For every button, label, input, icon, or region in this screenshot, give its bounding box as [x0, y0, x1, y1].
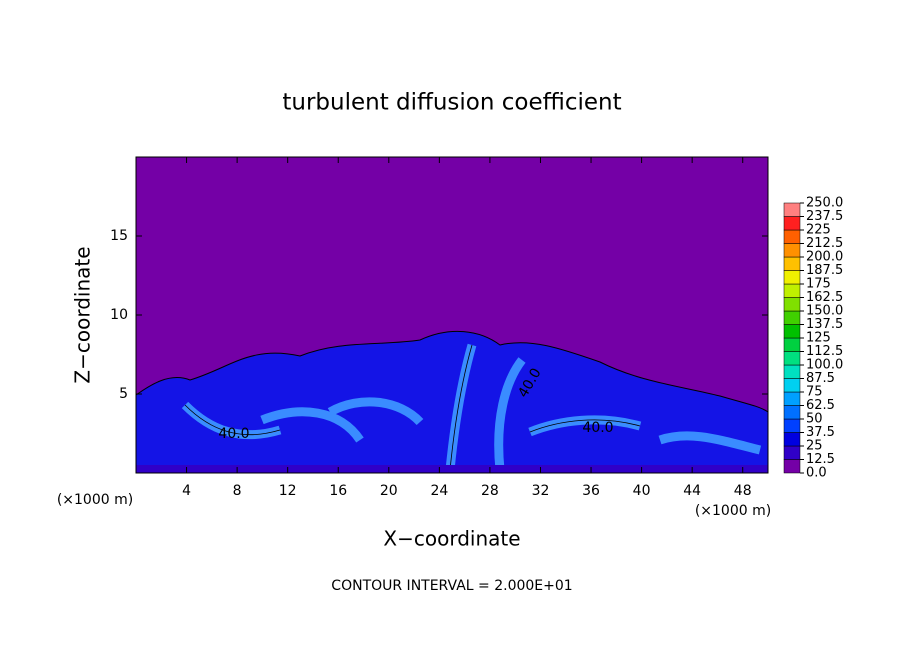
x-tick-label: 16: [329, 483, 347, 499]
colorbar-label: 62.5: [806, 398, 835, 413]
colorbar-band: [783, 297, 801, 312]
colorbar-band: [783, 351, 801, 366]
colorbar-label: 125: [806, 331, 831, 346]
y-tick-label: 5: [119, 386, 128, 402]
colorbar-band: [783, 283, 801, 298]
contour-line: [184, 344, 641, 471]
colorbar-label: 137.5: [806, 317, 843, 332]
colorbar-label: 112.5: [806, 344, 843, 359]
contour-field: [135, 156, 769, 474]
colorbar-label: 237.5: [806, 209, 843, 224]
colorbar-label: 37.5: [806, 425, 835, 440]
colorbar-band: [783, 391, 801, 406]
x-tick-label: 48: [734, 483, 752, 499]
footnote: CONTOUR INTERVAL = 2.000E+01: [331, 578, 572, 594]
colorbar-label: 0.0: [806, 466, 827, 481]
colorbar-label: 200.0: [806, 250, 843, 265]
colorbar-label: 50: [806, 412, 823, 427]
colorbar-band: [783, 270, 801, 285]
colorbar-band: [783, 243, 801, 258]
x-axis-label: X−coordinate: [383, 527, 520, 551]
colorbar-band: [783, 324, 801, 339]
x-tick-label: 20: [380, 483, 398, 499]
x-tick-label: 28: [481, 483, 499, 499]
colorbar-band: [783, 310, 801, 325]
colorbar-band: [783, 337, 801, 352]
colorbar-band: [783, 445, 801, 460]
colorbar-band: [783, 364, 801, 379]
x-tick-label: 40: [633, 483, 651, 499]
field-region: [135, 330, 769, 474]
colorbar-label: 175: [806, 277, 831, 292]
x-tick-label: 8: [233, 483, 242, 499]
colorbar-band: [783, 432, 801, 447]
colorbar-label: 212.5: [806, 236, 843, 251]
colorbar-label: 225: [806, 223, 831, 238]
contour-label: 40.0: [218, 426, 249, 442]
x-tick-label: 44: [683, 483, 701, 499]
colorbar-band: [783, 459, 801, 474]
colorbar-label: 12.5: [806, 452, 835, 467]
colorbar-label: 250.0: [806, 196, 843, 211]
colorbar-band: [783, 229, 801, 244]
colorbar-label: 150.0: [806, 304, 843, 319]
colorbar-band: [783, 216, 801, 231]
colorbar-band: [783, 202, 801, 217]
x-tick-label: 24: [430, 483, 448, 499]
y-tick-label: 10: [110, 307, 128, 323]
x-unit: (×1000 m): [695, 503, 771, 519]
x-tick-label: 36: [582, 483, 600, 499]
colorbar-label: 25: [806, 439, 823, 454]
colorbar-band: [783, 405, 801, 420]
chart-title: turbulent diffusion coefficient: [282, 90, 621, 116]
x-tick-label: 32: [532, 483, 550, 499]
x-unit: (×1000 m): [57, 492, 133, 508]
y-axis-label: Z−coordinate: [71, 246, 95, 383]
colorbar-band: [783, 378, 801, 393]
colorbar-label: 187.5: [806, 263, 843, 278]
colorbar-label: 162.5: [806, 290, 843, 305]
colorbar-band: [783, 418, 801, 433]
colorbar-label: 100.0: [806, 358, 843, 373]
colorbar-label: 87.5: [806, 371, 835, 386]
x-tick-label: 12: [279, 483, 297, 499]
y-tick-label: 15: [110, 228, 128, 244]
field-bottom: [136, 465, 768, 473]
contour-label: 40.0: [582, 420, 613, 436]
colorbar-band: [783, 256, 801, 271]
x-tick-label: 4: [182, 483, 191, 499]
colorbar-label: 75: [806, 385, 823, 400]
